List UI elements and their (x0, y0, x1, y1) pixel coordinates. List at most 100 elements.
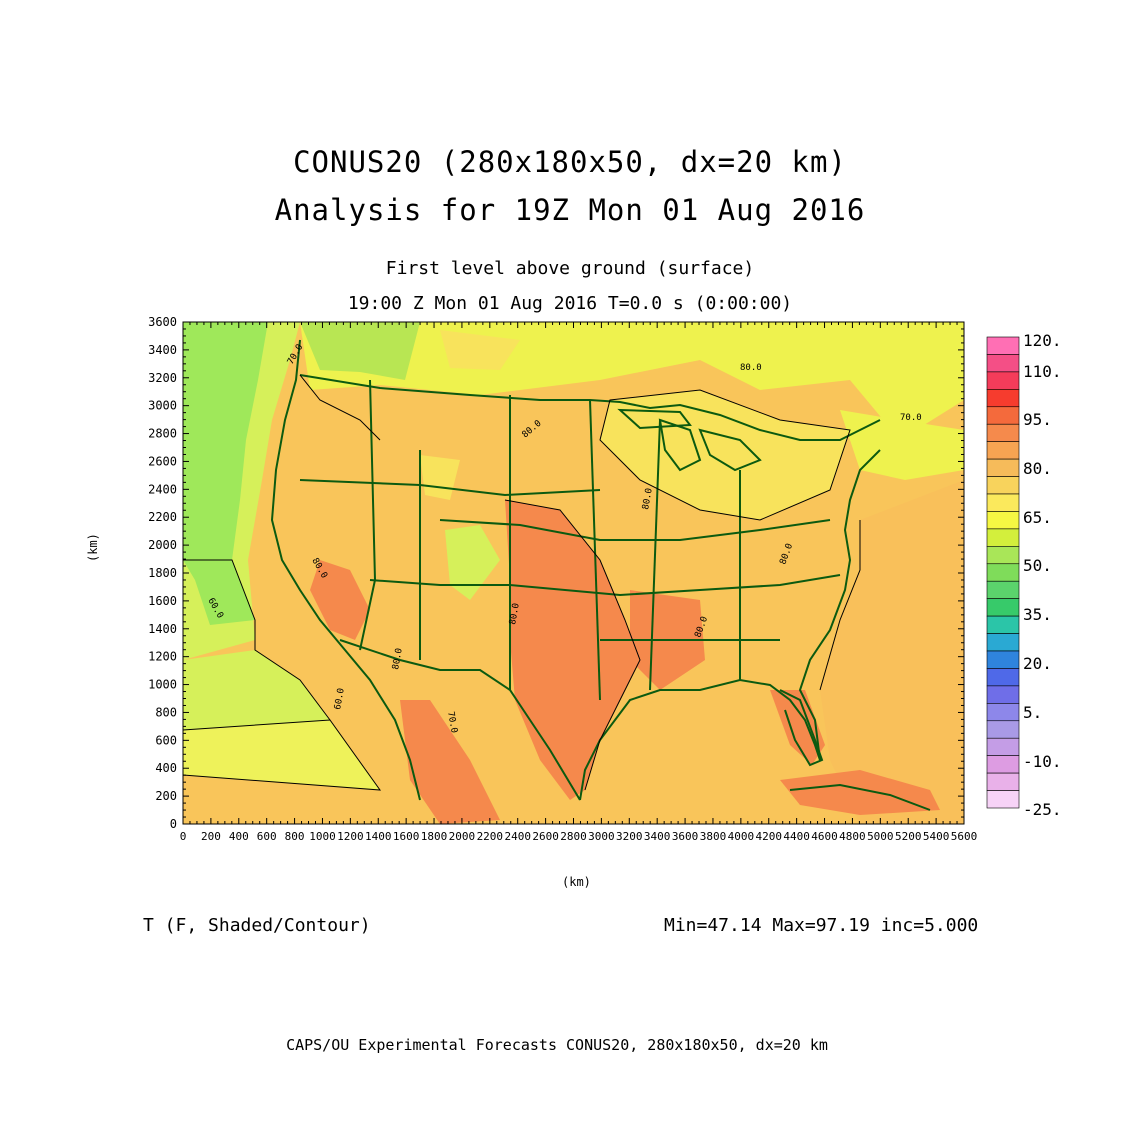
colorbar-label: 110. (1023, 362, 1062, 381)
contour-label: 80.0 (508, 602, 522, 625)
x-tick-label: 200 (201, 830, 221, 843)
footer-credit: CAPS/OU Experimental Forecasts CONUS20, … (286, 1036, 828, 1054)
new-england-cool-zone (840, 410, 964, 480)
x-tick-label: 5000 (867, 830, 894, 843)
y-tick-label: 200 (155, 789, 177, 803)
contour-label: 80.0 (391, 647, 405, 670)
colorbar-swatch (986, 633, 1020, 652)
colorbar-swatch (986, 580, 1020, 599)
atlantic-coastline (798, 449, 881, 761)
pacific-south-zone (183, 720, 380, 790)
y-tick-label: 1200 (148, 650, 177, 664)
x-tick-label: 4200 (756, 830, 783, 843)
colorbar-swatch (986, 371, 1020, 390)
contour-label: 60.0 (333, 687, 347, 710)
x-tick-label: 0 (180, 830, 187, 843)
x-tick-label: 4800 (839, 830, 866, 843)
y-tick-label: 1000 (148, 678, 177, 692)
colorbar-swatch (986, 720, 1020, 739)
x-tick-label: 1600 (393, 830, 420, 843)
colorbar-label: 95. (1023, 410, 1052, 429)
x-tick-label: 1400 (365, 830, 392, 843)
y-tick-label: 3400 (148, 343, 177, 357)
variable-label: T (F, Shaded/Contour) (143, 915, 371, 936)
pacific-coastline (270, 339, 421, 801)
colorbar-label: -25. (1023, 800, 1062, 819)
state-line (439, 519, 831, 541)
colorbar-swatch (986, 441, 1020, 460)
colorbar-swatch (986, 790, 1020, 809)
y-tick-label: 1800 (148, 566, 177, 580)
y-tick-label: 0 (170, 817, 177, 831)
colorbar-swatch (986, 703, 1020, 722)
x-tick-label: 4000 (728, 830, 755, 843)
state-line (299, 479, 601, 497)
contour-label: 80.0 (641, 487, 655, 510)
colorbar-swatch (986, 458, 1020, 477)
lake-huron (698, 428, 762, 472)
y-tick-label: 3600 (148, 315, 177, 329)
subtitle-time: 19:00 Z Mon 01 Aug 2016 T=0.0 s (0:00:00… (347, 293, 793, 314)
colorbar-swatch (986, 406, 1020, 425)
contour-line (504, 499, 641, 791)
gulf-coastline (579, 678, 821, 801)
mexico-hot-zone (400, 700, 500, 824)
political-borders (270, 339, 931, 811)
colorbar-swatch (986, 668, 1020, 687)
colorbar-label: 120. (1023, 331, 1062, 350)
state-line (369, 574, 841, 597)
x-tick-label: 3400 (644, 830, 671, 843)
x-tick-label: 2400 (504, 830, 531, 843)
colorbar-swatch (986, 389, 1020, 408)
y-tick-label: 2000 (148, 538, 177, 552)
x-tick-label: 3000 (588, 830, 615, 843)
stats-label: Min=47.14 Max=97.19 inc=5.000 (664, 915, 979, 936)
x-tick-label: 2200 (477, 830, 504, 843)
colorbar-label: 35. (1023, 605, 1052, 624)
colorbar-swatch (986, 528, 1020, 547)
title-line-1: CONUS20 (280x180x50, dx=20 km) (293, 145, 847, 179)
x-tick-label: 3200 (616, 830, 643, 843)
x-tick-label: 4600 (811, 830, 838, 843)
x-tick-label: 600 (257, 830, 277, 843)
y-tick-label: 800 (155, 705, 177, 719)
contour-line (183, 559, 331, 721)
x-tick-label: 2000 (449, 830, 476, 843)
colorbar-label: 65. (1023, 508, 1052, 527)
contour-line (299, 374, 381, 441)
colorbar-swatch (986, 615, 1020, 634)
y-tick-label: 600 (155, 733, 177, 747)
colorbar-swatch (986, 772, 1020, 791)
pacific-mid-zone-south (183, 650, 330, 730)
us-canada-border (299, 374, 881, 441)
y-tick-label: 2600 (148, 454, 177, 468)
x-axis-label: (km) (562, 875, 591, 889)
x-axis-ticks: 0 200 400 600 800 1000 1200 1400 1600 1800 2000 220… (180, 322, 977, 843)
x-tick-label: 3600 (672, 830, 699, 843)
x-tick-label: 5200 (895, 830, 922, 843)
colorbar-label: 50. (1023, 556, 1052, 575)
x-tick-label: 1200 (337, 830, 364, 843)
colorbar-swatch (986, 354, 1020, 373)
y-tick-label: 2200 (148, 510, 177, 524)
y-tick-label: 400 (155, 761, 177, 775)
state-line (359, 379, 377, 651)
pacific-cool-zone (183, 322, 268, 625)
cuba-coast (789, 783, 931, 811)
rockies-cool-patch (445, 525, 500, 600)
contour-line (183, 719, 382, 791)
y-axis-ticks: 0 200 400 600 800 1000 1200 1400 1600 1800 2000 220… (148, 315, 964, 831)
great-lakes-cool-zone (600, 390, 850, 520)
colorbar-swatch (986, 598, 1020, 617)
contour-label: 80.0 (740, 363, 762, 373)
contour-line (599, 389, 851, 521)
colorbar-swatch (986, 336, 1020, 355)
x-tick-label: 4400 (783, 830, 810, 843)
contour-label: 70.0 (900, 413, 922, 423)
x-tick-label: 1000 (309, 830, 336, 843)
x-tick-label: 800 (285, 830, 305, 843)
state-line (589, 399, 601, 701)
colorbar-swatch (986, 737, 1020, 756)
contour-line (819, 520, 861, 691)
